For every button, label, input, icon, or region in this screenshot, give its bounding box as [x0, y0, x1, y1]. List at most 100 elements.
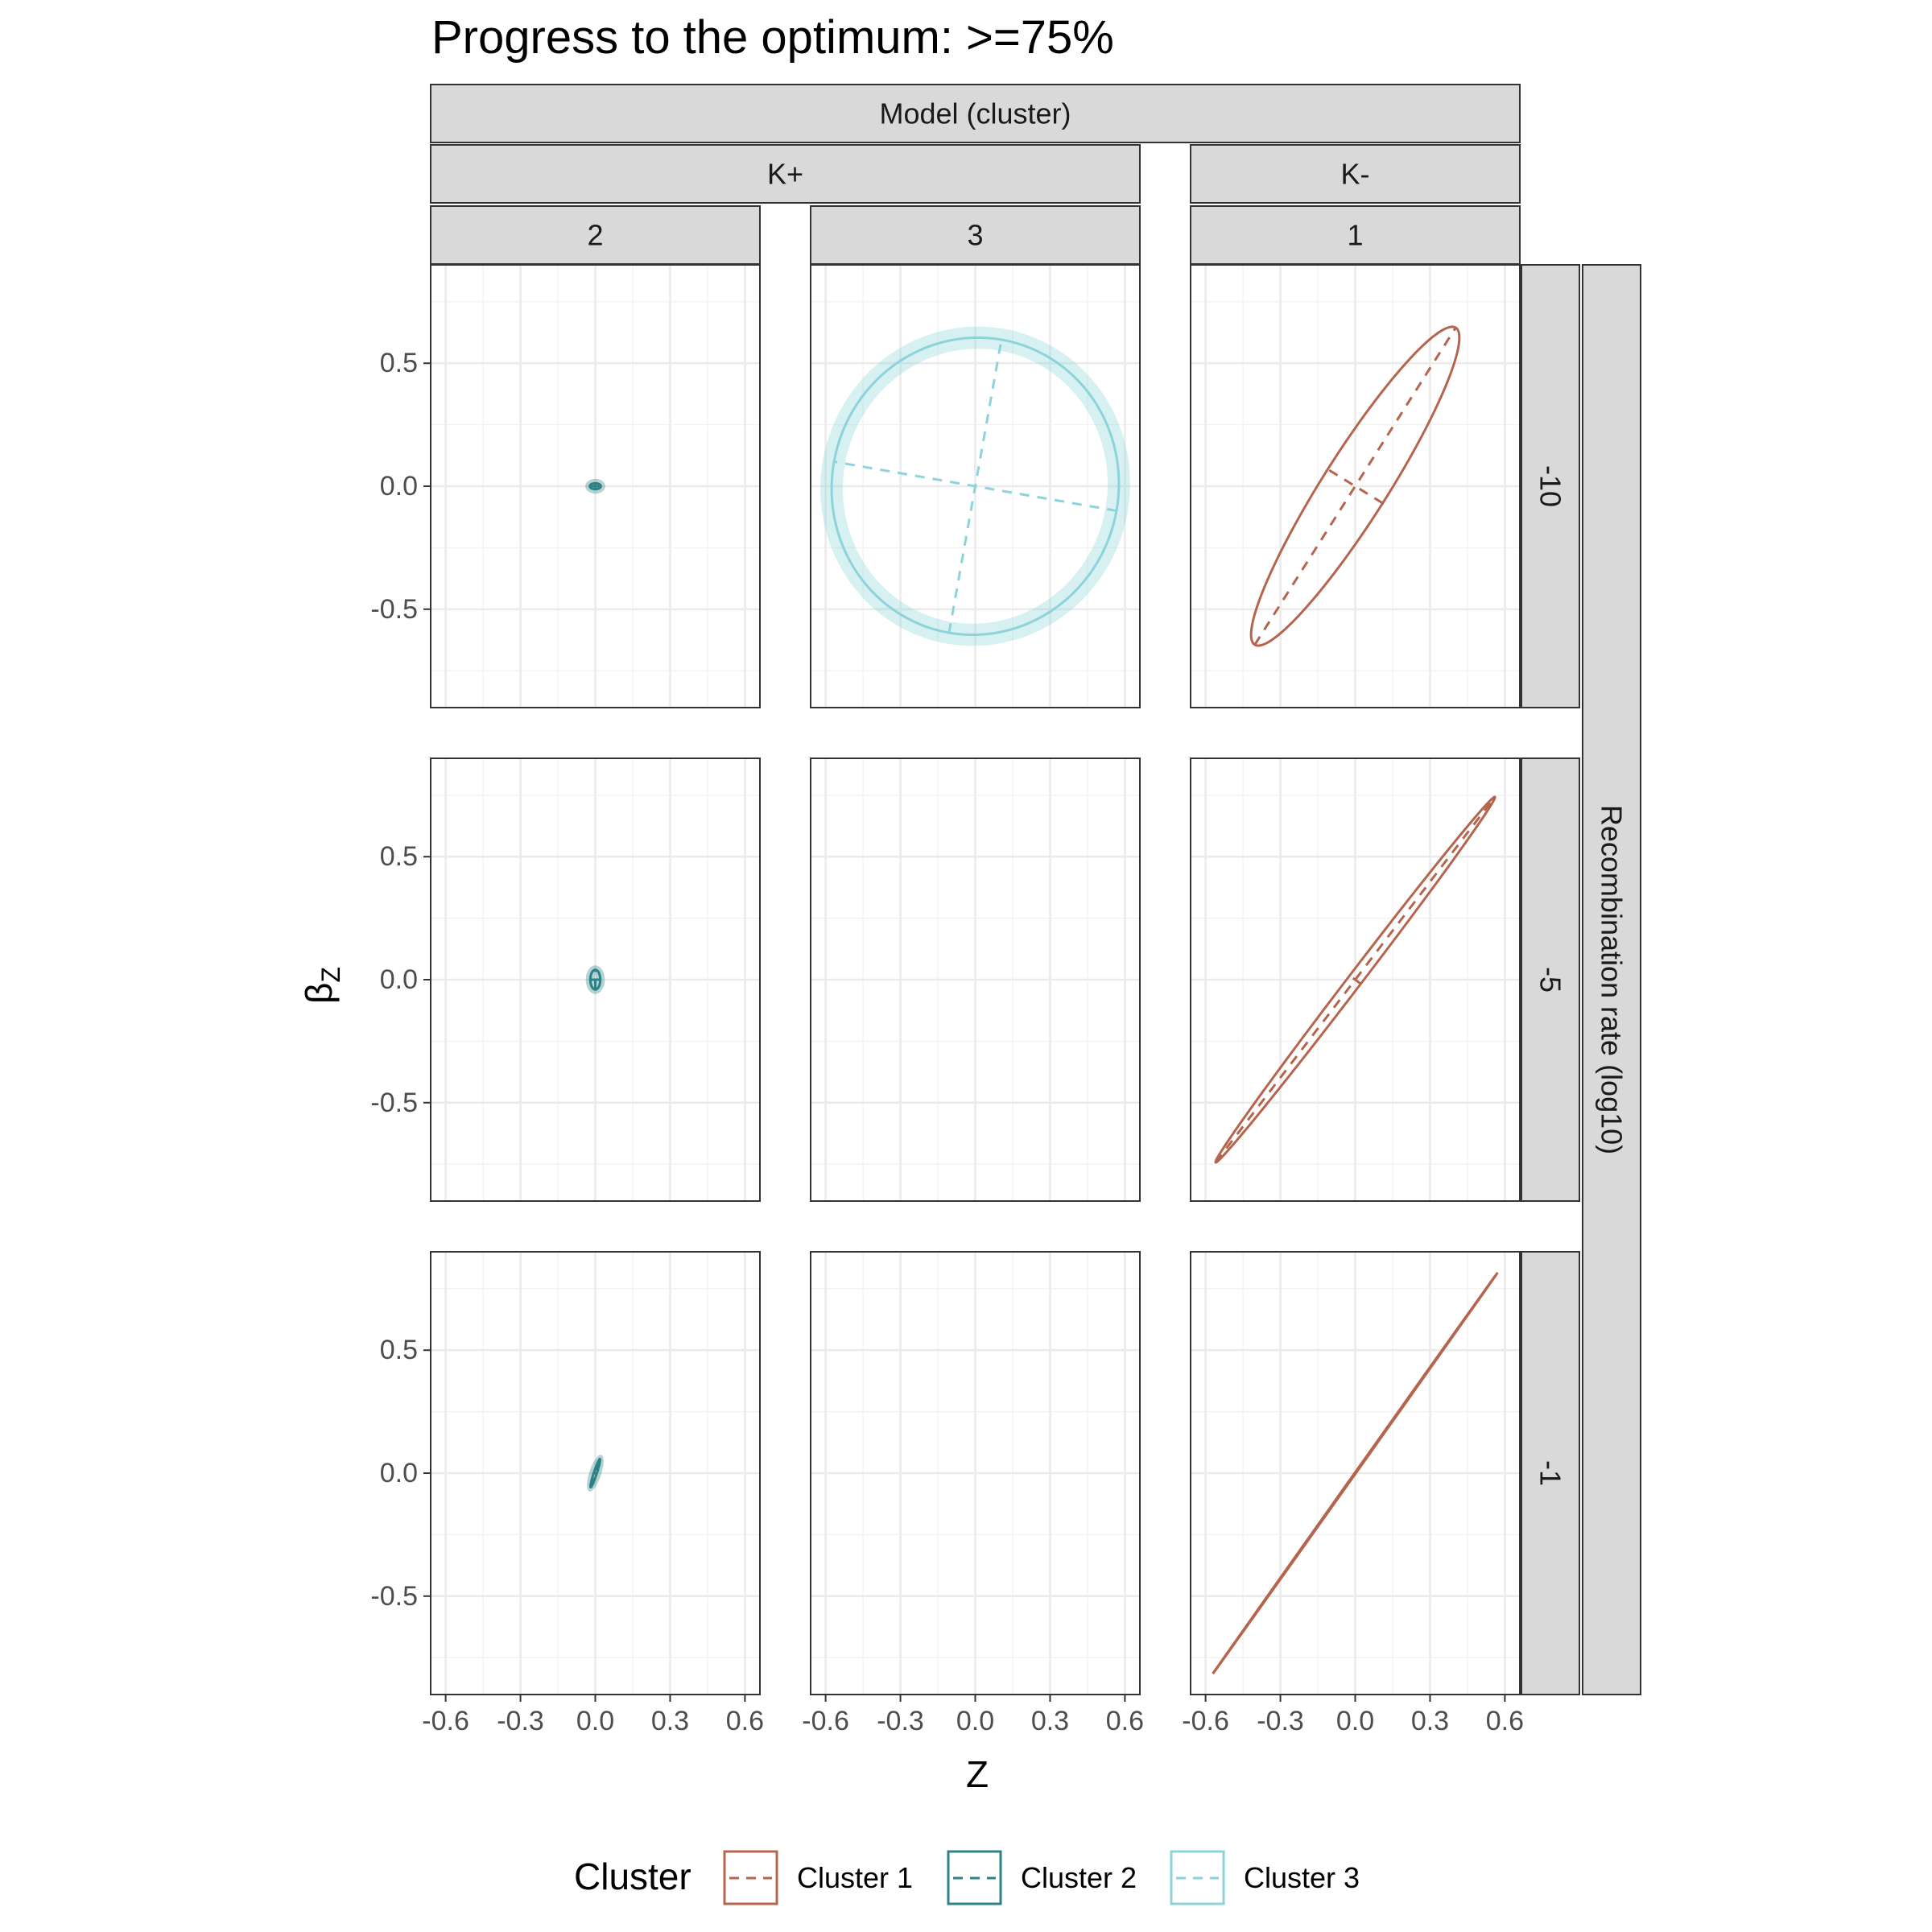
legend-label: Cluster 1: [797, 1861, 913, 1894]
x-tick-label: -0.6: [422, 1706, 469, 1736]
strip-top: Model (cluster): [430, 84, 1521, 143]
strip-model-0-bg: [430, 144, 1141, 204]
ellipse-cluster1-outline: [1249, 325, 1461, 647]
y-tick-label: 0.5: [380, 841, 418, 872]
x-tick-label: 0.6: [726, 1706, 764, 1736]
chart-title: Progress to the optimum: >=75%: [431, 11, 1114, 64]
y-tick-label: 0.5: [380, 1335, 418, 1365]
x-tick-label: 0.3: [1411, 1706, 1449, 1736]
legend-label: Cluster 3: [1244, 1861, 1360, 1894]
panel-r1-c2: [1190, 758, 1521, 1202]
panel-border: [810, 264, 1141, 708]
ticks: -0.5 0.0 0.5 -0.5 0.0 0.5 -0.5 0.0 0.5 -0.6 -0.3 0.…: [370, 348, 1524, 1736]
strip-cluster-1-label: 3: [967, 219, 983, 252]
x-tick-label: 0.0: [1336, 1706, 1374, 1736]
panel-r2-c1: [810, 1251, 1141, 1695]
y-tick-label: 0.0: [380, 471, 418, 502]
x-tick-label: 0.0: [956, 1706, 994, 1736]
y-axis-title: βZ: [298, 967, 345, 1004]
ellipse-cluster2-minor-axis: [593, 1472, 597, 1475]
strip-row-title-bg: [1582, 264, 1641, 1695]
panels: [430, 264, 1521, 1695]
strip-cluster-2-bg: [1190, 205, 1521, 265]
legend: Cluster Cluster 1 Cluster 2 Cluster 3: [574, 1850, 1360, 1905]
ellipse-cluster1-minor-axis: [1348, 974, 1362, 985]
strip-row-2-bg: [1521, 1251, 1580, 1695]
ellipse-cluster2-outline: [588, 1458, 602, 1488]
ellipse-cluster2-outline: [588, 481, 602, 491]
y-tick-label: 0.0: [380, 1458, 418, 1488]
ellipse-layer: [1214, 795, 1496, 1164]
ellipse-layer: [585, 965, 605, 994]
strip-cluster-2-label: 1: [1347, 219, 1363, 252]
strip-row-2: -1: [1521, 1251, 1580, 1695]
x-tick-label: 0.6: [1486, 1706, 1524, 1736]
x-tick-label: 0.6: [1106, 1706, 1144, 1736]
strip-model-0-label: K+: [767, 158, 803, 191]
ellipse-layer: [1212, 1271, 1499, 1675]
ellipse-layer: [585, 478, 605, 494]
ellipse-layer: [820, 326, 1130, 646]
ellipse-cluster1-major-axis: [1212, 1272, 1499, 1674]
ellipse-cluster3-minor-axis: [833, 460, 1117, 512]
y-axis-title-sub: Z: [316, 967, 345, 983]
y-tick-label: -0.5: [370, 594, 418, 625]
legend-item: Cluster 2: [947, 1850, 1137, 1905]
ellipse-cluster2-major-axis: [589, 1459, 601, 1488]
x-tick-label: -0.3: [877, 1706, 924, 1736]
strip-cluster-2: 1: [1190, 205, 1521, 265]
strip-row-2-label: -1: [1534, 1460, 1567, 1486]
panel-r0-c1: [810, 264, 1141, 708]
panel-r2-c0: [430, 1251, 761, 1695]
strips: Model (cluster) K+ K- 2 3 1 -10 -5 -1 Recombinati…: [430, 84, 1641, 1695]
ellipse-cluster1-minor-axis: [1354, 1472, 1356, 1475]
x-tick-label: -0.6: [802, 1706, 849, 1736]
panel-r1-c1: [810, 758, 1141, 1202]
strip-model-1-label: K-: [1341, 158, 1370, 191]
strip-cluster-1-bg: [810, 205, 1141, 265]
strip-row-0-bg: [1521, 264, 1580, 708]
strip-row-0: -10: [1521, 264, 1580, 708]
panel-r0-c2: [1190, 264, 1521, 708]
x-tick-label: -0.3: [497, 1706, 544, 1736]
y-axis-title-main: β: [298, 983, 340, 1004]
panel-r0-c0: [430, 264, 761, 708]
panel-border: [1190, 264, 1521, 708]
panel-r2-c2: [1190, 1251, 1521, 1695]
ellipse-cluster1-major-axis: [1214, 796, 1496, 1163]
panel-border: [810, 758, 1141, 1202]
strip-model-0: K+: [430, 144, 1141, 204]
ellipse-layer: [587, 1455, 604, 1492]
panel-border: [1190, 758, 1521, 1202]
legend-item: Cluster 1: [723, 1850, 913, 1905]
strip-top-label: Model (cluster): [879, 97, 1071, 130]
x-tick-label: 0.0: [576, 1706, 614, 1736]
legend-label: Cluster 2: [1021, 1861, 1137, 1894]
strip-row-1-bg: [1521, 758, 1580, 1202]
strip-row-title: Recombination rate (log10): [1582, 264, 1641, 1695]
ellipse-cluster1-major-axis: [1253, 327, 1457, 646]
strip-row-title-label: Recombination rate (log10): [1596, 805, 1629, 1154]
strip-row-1-label: -5: [1534, 967, 1567, 993]
x-tick-label: -0.6: [1182, 1706, 1229, 1736]
ellipse-cluster2-band: [585, 478, 605, 494]
x-tick-label: -0.3: [1257, 1706, 1304, 1736]
y-tick-label: -0.5: [370, 1581, 418, 1612]
x-tick-label: 0.3: [1031, 1706, 1069, 1736]
strip-row-0-label: -10: [1534, 465, 1567, 507]
strip-top-bg: [430, 84, 1521, 143]
legend-item: Cluster 3: [1170, 1850, 1360, 1905]
ellipse-cluster1-outline: [1214, 795, 1496, 1164]
strip-cluster-0: 2: [430, 205, 761, 265]
strip-model-1: K-: [1190, 144, 1521, 204]
legend-title: Cluster: [574, 1856, 691, 1897]
strip-cluster-1: 3: [810, 205, 1141, 265]
strip-cluster-0-label: 2: [587, 219, 603, 252]
y-tick-label: -0.5: [370, 1088, 418, 1118]
x-tick-label: 0.3: [651, 1706, 689, 1736]
strip-row-1: -5: [1521, 758, 1580, 1202]
ellipse-layer: [1249, 325, 1461, 647]
y-tick-label: 0.5: [380, 348, 418, 378]
panel-r1-c0: [430, 758, 761, 1202]
